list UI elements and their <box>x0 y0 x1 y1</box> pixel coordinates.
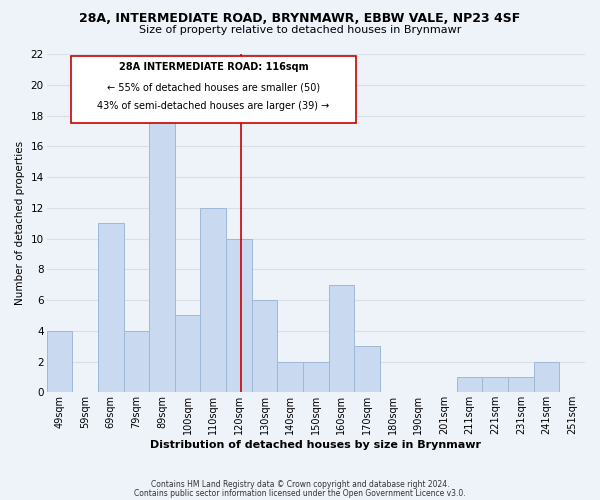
Bar <box>200 208 226 392</box>
Bar <box>175 316 200 392</box>
Text: Contains HM Land Registry data © Crown copyright and database right 2024.: Contains HM Land Registry data © Crown c… <box>151 480 449 489</box>
Text: ← 55% of detached houses are smaller (50): ← 55% of detached houses are smaller (50… <box>107 82 320 92</box>
Bar <box>303 362 329 392</box>
Text: 28A INTERMEDIATE ROAD: 116sqm: 28A INTERMEDIATE ROAD: 116sqm <box>119 62 308 72</box>
Bar <box>124 331 149 392</box>
Bar <box>47 331 72 392</box>
FancyBboxPatch shape <box>71 56 356 124</box>
Bar <box>277 362 303 392</box>
Bar <box>354 346 380 393</box>
Bar <box>149 116 175 392</box>
Bar <box>251 300 277 392</box>
Bar <box>482 377 508 392</box>
Text: 28A, INTERMEDIATE ROAD, BRYNMAWR, EBBW VALE, NP23 4SF: 28A, INTERMEDIATE ROAD, BRYNMAWR, EBBW V… <box>79 12 521 26</box>
Bar <box>534 362 559 392</box>
Bar <box>98 223 124 392</box>
Text: Contains public sector information licensed under the Open Government Licence v3: Contains public sector information licen… <box>134 488 466 498</box>
Text: Size of property relative to detached houses in Brynmawr: Size of property relative to detached ho… <box>139 25 461 35</box>
Bar <box>329 284 354 393</box>
Y-axis label: Number of detached properties: Number of detached properties <box>15 141 25 305</box>
Bar <box>457 377 482 392</box>
Text: 43% of semi-detached houses are larger (39) →: 43% of semi-detached houses are larger (… <box>97 102 329 112</box>
X-axis label: Distribution of detached houses by size in Brynmawr: Distribution of detached houses by size … <box>150 440 481 450</box>
Bar <box>508 377 534 392</box>
Bar <box>226 238 251 392</box>
